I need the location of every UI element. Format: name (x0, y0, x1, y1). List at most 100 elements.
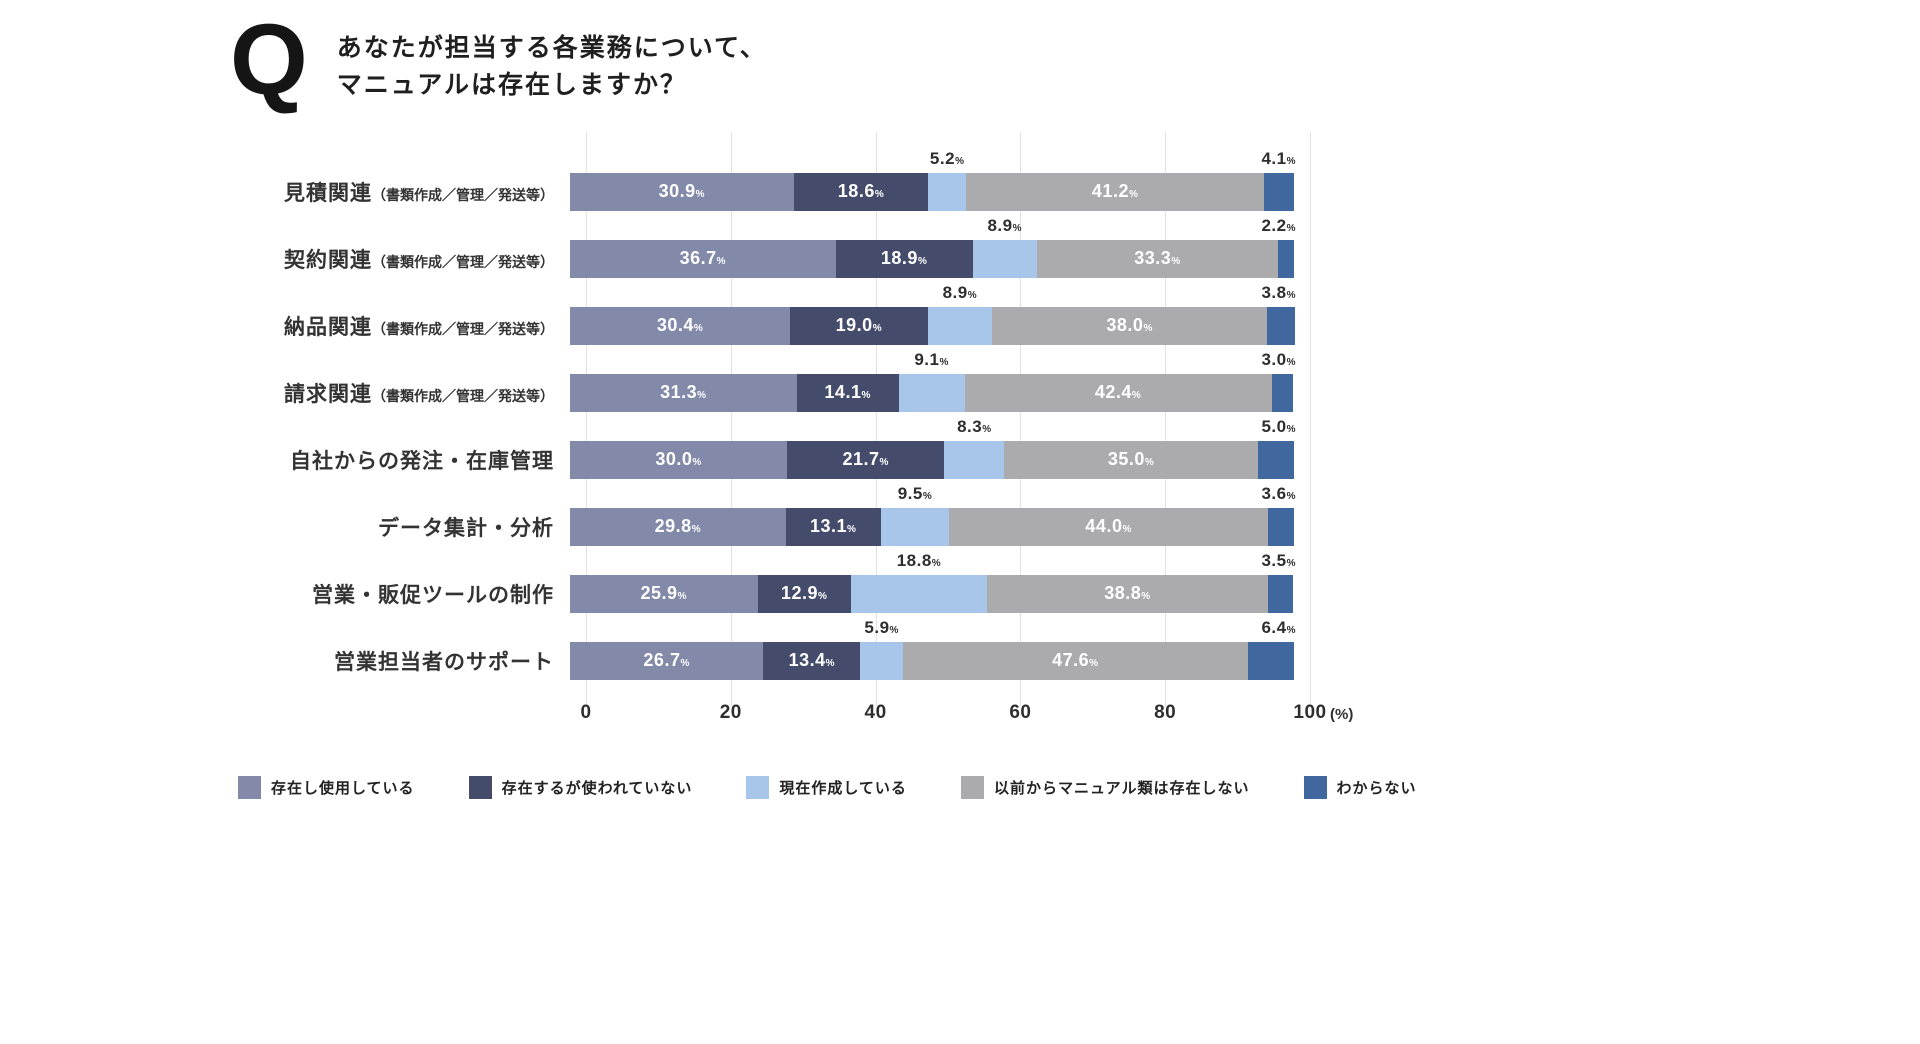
percent-sign: % (917, 256, 928, 267)
x-axis-tick: 0 (580, 702, 592, 723)
segment-value: 29.8% (654, 516, 702, 536)
bar-segment-unknown (1278, 239, 1294, 278)
percent-sign: % (825, 658, 836, 669)
chart-row: 請求関連（書類作成／管理／発送等） 31.3% 14.1% 9.1% 42.4% 3.0% (230, 350, 1690, 426)
question-line-1: あなたが担当する各業務について、 (336, 34, 767, 62)
category-label-sub: （書類作成／管理／発送等） (372, 186, 554, 203)
legend: 存在し使用している 存在するが使われていない 現在作成している 以前からマニュアル類は… (230, 776, 1690, 799)
percent-sign: % (922, 490, 933, 502)
bar-segment-never-existed: 35.0% (1004, 440, 1258, 479)
bar-segment-exists-unused: 13.4% (763, 641, 861, 680)
percent-sign: % (967, 289, 978, 301)
bar-segment-creating-now (928, 172, 967, 211)
bar-segment-exists-unused: 18.9% (835, 239, 973, 278)
segment-value-above: 5.0% (1261, 416, 1296, 436)
percent-sign: % (1286, 624, 1296, 636)
segment-value: 36.7% (679, 248, 727, 268)
segment-value: 42.4% (1094, 382, 1142, 402)
bar-segment-unknown (1264, 172, 1294, 211)
bar-track: 25.9% 12.9% 18.8% 38.8% 3.5% (570, 551, 1295, 613)
bar-segment-unknown (1267, 306, 1295, 345)
category-label-main: データ集計・分析 (378, 516, 554, 540)
percent-sign: % (939, 356, 949, 368)
bar-segment-creating-now (927, 306, 993, 345)
bar-segment-creating-now (880, 507, 950, 546)
bar-segment-exists-used: 31.3% (570, 373, 797, 412)
segment-value-above: 2.2% (1261, 215, 1296, 235)
percent-sign: % (1144, 457, 1155, 468)
segment-value-above: 9.1% (914, 349, 949, 369)
percent-sign: % (1128, 189, 1139, 200)
bar-segment-never-existed: 47.6% (903, 641, 1248, 680)
stacked-bar-chart: 見積関連（書類作成／管理／発送等） 30.9% 18.6% 5.2% 41.2% 4.1%… (230, 132, 1690, 799)
legend-item-never-existed: 以前からマニュアル類は存在しない (960, 776, 1250, 799)
segment-value: 38.0% (1106, 315, 1153, 335)
category-label: 契約関連（書類作成／管理／発送等） (230, 244, 570, 274)
category-label: データ集計・分析 (230, 512, 570, 542)
percent-sign: % (1089, 658, 1099, 669)
segment-value: 13.1% (809, 516, 857, 536)
bar-track: 30.4% 19.0% 8.9% 38.0% 3.8% (570, 283, 1295, 345)
legend-label: 現在作成している (779, 780, 907, 797)
bar-segment-creating-now (850, 574, 988, 613)
chart-row: 営業・販促ツールの制作 25.9% 12.9% 18.8% 38.8% 3.5% (230, 551, 1690, 627)
segment-value-above: 3.8% (1261, 282, 1296, 302)
bar-segment-exists-used: 36.7% (570, 239, 836, 278)
segment-value: 18.9% (880, 248, 928, 268)
question-mark: Q (230, 4, 308, 116)
x-axis-tick: 60 (1009, 702, 1032, 723)
bar-track: 30.9% 18.6% 5.2% 41.2% 4.1% (570, 149, 1295, 211)
bar-segment-unknown (1247, 641, 1294, 680)
percent-sign: % (874, 189, 885, 200)
percent-sign: % (982, 423, 992, 435)
bar-chart-rows: 見積関連（書類作成／管理／発送等） 30.9% 18.6% 5.2% 41.2% 4.1%… (230, 132, 1690, 694)
percent-sign: % (861, 390, 871, 401)
segment-value: 31.3% (660, 382, 707, 402)
bar-segment-exists-used: 29.8% (570, 507, 786, 546)
bar-track: 31.3% 14.1% 9.1% 42.4% 3.0% (570, 350, 1295, 412)
question-header: Q あなたが担当する各業務について、 マニュアルは存在しますか？ (230, 0, 1690, 116)
bar-segment-exists-unused: 14.1% (796, 373, 899, 412)
segment-value-above: 5.2% (929, 148, 965, 168)
percent-sign: % (1012, 222, 1023, 234)
segment-value-above: 3.6% (1261, 483, 1296, 503)
category-label: 自社からの発注・在庫管理 (230, 445, 570, 475)
x-axis: (%) 0 20 40 60 80 100 (230, 702, 1690, 744)
category-label: 営業担当者のサポート (230, 646, 570, 676)
segment-value: 41.2% (1091, 181, 1139, 201)
legend-swatch-never-existed (960, 776, 984, 799)
percent-sign: % (1286, 356, 1296, 368)
segment-value: 18.6% (837, 181, 885, 201)
chart-row: 営業担当者のサポート 26.7% 13.4% 5.9% 47.6% 6.4% (230, 618, 1690, 694)
bar-segment-exists-unused: 12.9% (757, 574, 851, 613)
percent-sign: % (1286, 490, 1296, 502)
bar-track: 26.7% 13.4% 5.9% 47.6% 6.4% (570, 618, 1295, 680)
x-axis-unit-label: (%) (1330, 706, 1354, 723)
bar-segment-exists-used: 26.7% (570, 641, 764, 680)
percent-sign: % (677, 591, 687, 602)
category-label: 請求関連（書類作成／管理／発送等） (230, 378, 570, 408)
legend-item-exists-unused: 存在するが使われていない (468, 776, 693, 799)
segment-value-above: 8.9% (942, 282, 978, 302)
bar-segment-unknown (1271, 373, 1294, 412)
category-label-main: 営業担当者のサポート (334, 650, 554, 674)
segment-value-above: 9.5% (897, 483, 933, 503)
segment-value: 19.0% (835, 315, 883, 335)
segment-value: 44.0% (1085, 516, 1132, 536)
percent-sign: % (889, 624, 899, 636)
category-label-sub: （書類作成／管理／発送等） (372, 320, 554, 337)
chart-row: 契約関連（書類作成／管理／発送等） 36.7% 18.9% 8.9% 33.3% 2.2% (230, 216, 1690, 292)
chart-row: 見積関連（書類作成／管理／発送等） 30.9% 18.6% 5.2% 41.2% 4.1% (230, 149, 1690, 225)
bar-segment-never-existed: 38.0% (992, 306, 1268, 345)
category-label: 納品関連（書類作成／管理／発送等） (230, 311, 570, 341)
segment-value: 30.4% (656, 315, 704, 335)
segment-value-above: 3.0% (1261, 349, 1296, 369)
segment-value: 13.4% (788, 650, 836, 670)
category-label-sub: （書類作成／管理／発送等） (372, 253, 554, 270)
segment-value: 14.1% (824, 382, 871, 402)
gridline (586, 132, 587, 706)
bar-segment-creating-now (860, 641, 904, 680)
bar-segment-exists-used: 30.9% (570, 172, 794, 211)
bar-segment-exists-unused: 21.7% (787, 440, 945, 479)
legend-label: 存在し使用している (271, 780, 415, 797)
